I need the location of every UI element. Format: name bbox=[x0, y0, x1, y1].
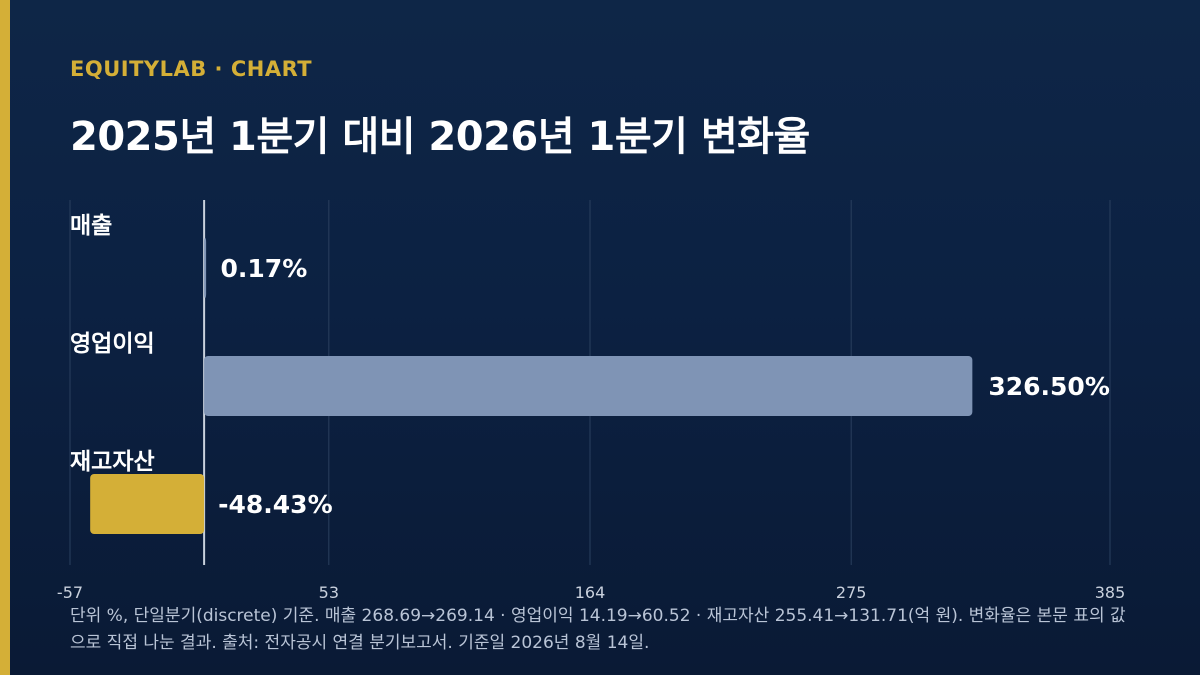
x-tick-label: 385 bbox=[1095, 583, 1126, 600]
x-tick-label: 275 bbox=[836, 583, 867, 600]
bar bbox=[204, 356, 973, 416]
accent-bar bbox=[0, 0, 10, 675]
category-label: 영업이익 bbox=[70, 331, 155, 357]
brand-eyebrow: EQUITYLAB · CHART bbox=[70, 57, 313, 81]
category-label: 매출 bbox=[70, 213, 112, 239]
chart-title: 2025년 1분기 대비 2026년 1분기 변화율 bbox=[70, 114, 810, 160]
bar bbox=[90, 474, 205, 534]
value-label: 326.50% bbox=[988, 372, 1110, 401]
x-tick-label: -57 bbox=[57, 583, 83, 600]
footnote: 단위 %, 단일분기(discrete) 기준. 매출 268.69→269.1… bbox=[70, 606, 1126, 653]
bar bbox=[204, 238, 207, 298]
x-tick-label: 53 bbox=[319, 583, 339, 600]
bar-chart: -57 53 164 275 385 매출 0.17% 영업이익 326.50% 재고자산 -48.… bbox=[57, 200, 1126, 600]
value-label: -48.43% bbox=[218, 490, 333, 519]
value-label: 0.17% bbox=[221, 254, 308, 283]
category-label: 재고자산 bbox=[70, 449, 155, 475]
x-tick-label: 164 bbox=[575, 583, 606, 600]
